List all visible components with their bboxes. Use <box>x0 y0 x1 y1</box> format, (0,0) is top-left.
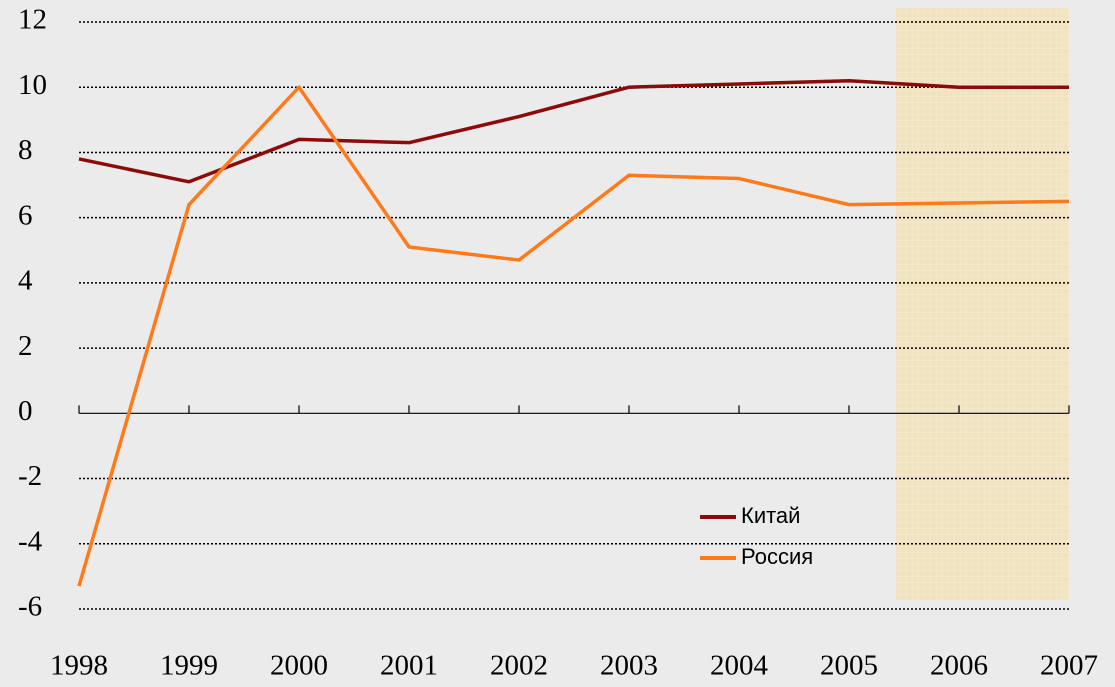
x-tick-label: 2006 <box>930 650 988 682</box>
y-tick-label: 12 <box>18 4 47 36</box>
y-tick-label: -6 <box>18 591 42 623</box>
y-tick-label: 0 <box>18 395 33 427</box>
series-line <box>77 85 1070 587</box>
x-tick-label: 2005 <box>820 650 878 682</box>
x-tick-label: 1999 <box>160 650 218 682</box>
x-tick-label: 2007 <box>1040 650 1098 682</box>
y-tick-label: -4 <box>18 525 43 557</box>
legend-label: Китай <box>741 503 800 528</box>
y-tick-label: 10 <box>18 69 47 101</box>
y-tick-label: 2 <box>18 330 33 362</box>
x-tick-label: 2000 <box>270 650 328 682</box>
forecast-band <box>896 8 1069 600</box>
y-tick-label: 6 <box>18 199 33 231</box>
x-tick-label: 2004 <box>710 650 769 682</box>
x-tick-label: 1998 <box>50 650 108 682</box>
series-line <box>78 78 1069 184</box>
x-tick-label: 2001 <box>380 650 438 682</box>
x-tick-label: 2003 <box>600 650 658 682</box>
y-tick-label: 8 <box>18 134 33 166</box>
y-tick-label: 4 <box>18 265 33 297</box>
y-tick-label: -2 <box>18 460 42 492</box>
legend-label: Россия <box>741 544 813 569</box>
x-tick-label: 2002 <box>490 650 548 682</box>
